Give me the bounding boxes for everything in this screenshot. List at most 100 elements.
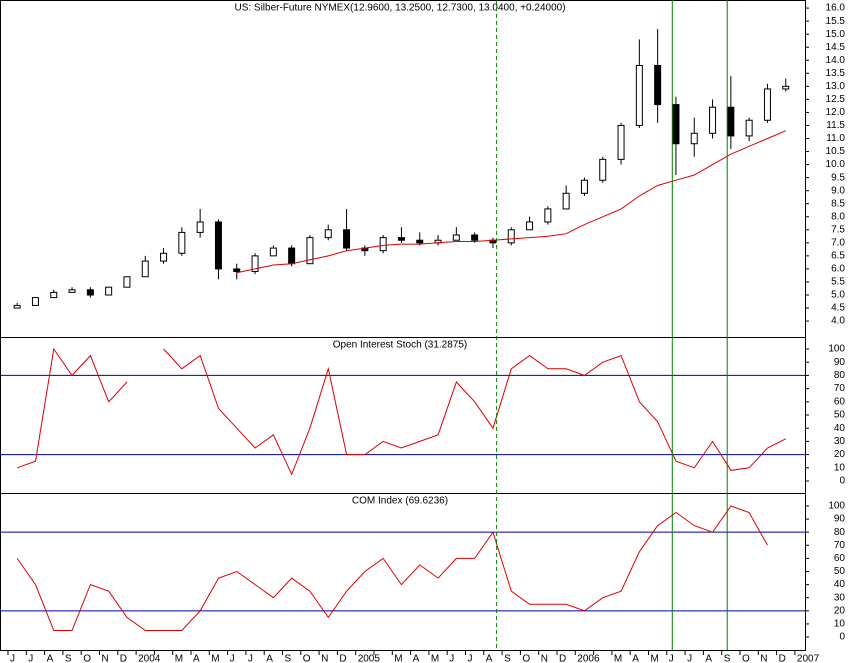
candle-body xyxy=(599,158,607,181)
x-tick-label: N xyxy=(541,654,548,663)
y-tick-label: 11.5 xyxy=(826,120,845,131)
x-tick-label: D xyxy=(339,654,346,663)
candle-body xyxy=(123,276,131,288)
x-tick-label: S xyxy=(724,654,731,663)
candle-body xyxy=(562,192,570,210)
x-tick-label: J xyxy=(468,654,473,663)
y-tick-label: 16.0 xyxy=(826,3,846,14)
y-tick-label: 0 xyxy=(839,632,845,643)
candle-body xyxy=(160,252,168,262)
y-tick-label: 60 xyxy=(834,553,846,564)
x-tick-label: S xyxy=(285,654,292,663)
x-tick-label: A xyxy=(47,654,54,663)
x-tick-label: M xyxy=(211,654,219,663)
x-tick-label: M xyxy=(394,654,402,663)
candle-body xyxy=(13,304,21,309)
y-tick-label: 7.5 xyxy=(831,224,845,235)
y-tick-label: 60 xyxy=(834,396,846,407)
x-tick-label: A xyxy=(193,654,200,663)
candle-body xyxy=(526,221,534,231)
candle-body xyxy=(269,247,277,257)
candle-body xyxy=(379,237,387,252)
candle-body xyxy=(452,234,460,241)
y-tick-label: 100 xyxy=(828,344,845,355)
candle-body xyxy=(50,291,58,299)
candle-body xyxy=(343,229,351,249)
x-tick-label: S xyxy=(504,654,511,663)
y-tick-label: 10.0 xyxy=(826,159,846,170)
x-tick-label: M xyxy=(614,654,622,663)
x-tick-label: J xyxy=(669,654,674,663)
y-tick-label: 4.5 xyxy=(831,303,845,314)
candle-body xyxy=(31,297,39,306)
y-tick-label: 6.5 xyxy=(831,251,845,262)
y-tick-label: 10 xyxy=(834,619,846,630)
candle-body xyxy=(397,237,405,241)
y-tick-label: 9.0 xyxy=(831,185,845,196)
x-tick-label: A xyxy=(413,654,420,663)
x-tick-label: J xyxy=(10,654,15,663)
x-tick-label: A xyxy=(266,654,273,663)
y-tick-label: 70 xyxy=(834,383,846,394)
y-tick-label: 13.0 xyxy=(826,81,846,92)
panel-title: US: Silber-Future NYMEX(12.9600, 13.2500… xyxy=(234,3,565,14)
x-tick-label: D xyxy=(559,654,566,663)
x-tick-label: J xyxy=(230,654,235,663)
candle-body xyxy=(580,179,588,194)
candle-body xyxy=(306,237,314,265)
y-tick-label: 5.0 xyxy=(831,290,845,301)
x-tick-label: D xyxy=(779,654,786,663)
x-tick-label: 2004 xyxy=(138,654,161,663)
candle-body xyxy=(544,208,552,223)
x-tick-label: O xyxy=(303,654,311,663)
x-tick-label: D xyxy=(120,654,127,663)
candle-body xyxy=(105,286,113,296)
candle-body xyxy=(709,106,717,134)
y-tick-label: 50 xyxy=(834,410,846,421)
x-tick-label: 2007 xyxy=(797,654,820,663)
x-tick-label: A xyxy=(632,654,639,663)
panel-title: Open Interest Stoch (31.2875) xyxy=(333,340,468,351)
y-tick-label: 30 xyxy=(834,592,846,603)
candle-body xyxy=(251,255,259,273)
x-tick-label: O xyxy=(83,654,91,663)
candle-body xyxy=(745,119,753,137)
candle-body xyxy=(727,106,735,137)
candle-body xyxy=(68,289,76,293)
y-tick-label: 12.5 xyxy=(826,94,846,105)
y-tick-label: 10 xyxy=(834,462,846,473)
y-tick-label: 80 xyxy=(834,370,846,381)
x-tick-label: J xyxy=(449,654,454,663)
indicator-line xyxy=(16,347,787,476)
y-tick-label: 11.0 xyxy=(826,133,845,144)
x-tick-label: J xyxy=(687,654,692,663)
moving-average xyxy=(236,130,786,274)
y-tick-label: 13.5 xyxy=(826,68,846,79)
y-tick-label: 14.0 xyxy=(826,55,846,66)
candle-body xyxy=(763,88,771,121)
x-tick-label: N xyxy=(102,654,109,663)
candle-body xyxy=(214,221,222,270)
candle-body xyxy=(782,85,790,90)
candle-body xyxy=(178,231,186,254)
candle-body xyxy=(654,64,662,106)
y-tick-label: 4.0 xyxy=(831,316,845,327)
candle-body xyxy=(672,104,680,145)
y-tick-label: 100 xyxy=(828,501,845,512)
x-tick-label: O xyxy=(522,654,530,663)
candle-body xyxy=(416,239,424,244)
candle-body xyxy=(196,221,204,233)
candle-body xyxy=(288,247,296,265)
y-tick-label: 12.0 xyxy=(826,107,846,118)
y-tick-label: 8.5 xyxy=(831,198,845,209)
candle-body xyxy=(233,268,241,273)
y-tick-label: 30 xyxy=(834,436,846,447)
y-tick-label: 20 xyxy=(834,449,846,460)
panel-title: COM Index (69.6236) xyxy=(352,496,448,507)
y-tick-label: 8.0 xyxy=(831,211,845,222)
candle-body xyxy=(324,229,332,239)
y-tick-label: 5.5 xyxy=(831,277,845,288)
indicator-line xyxy=(16,505,768,631)
y-tick-label: 40 xyxy=(834,423,846,434)
y-tick-label: 9.5 xyxy=(831,172,845,183)
